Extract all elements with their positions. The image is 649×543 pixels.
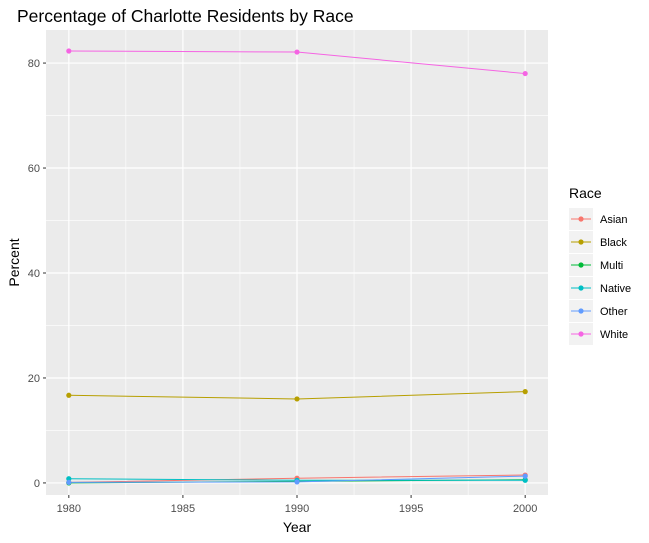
data-point-black-2000 — [522, 389, 528, 395]
legend: Race Asian Black Multi Native Other White — [569, 185, 631, 345]
y-tick-label: 20 — [28, 373, 40, 385]
data-point-other-2000 — [522, 473, 528, 479]
data-point-black-1980 — [66, 392, 72, 398]
x-axis: 1980 1985 1990 1995 2000 — [57, 495, 537, 515]
legend-key-point-black — [578, 239, 584, 245]
x-tick-label: 2000 — [513, 503, 537, 515]
legend-title: Race — [569, 185, 602, 201]
legend-key-point-multi — [578, 262, 584, 268]
chart-title: Percentage of Charlotte Residents by Rac… — [17, 6, 354, 26]
legend-key-point-asian — [578, 216, 584, 222]
legend-label-other: Other — [600, 306, 628, 318]
y-axis: 0 20 40 60 80 — [28, 58, 46, 490]
data-point-native-1980 — [66, 476, 72, 482]
data-point-white-2000 — [522, 70, 528, 77]
data-point-black-1990 — [294, 396, 300, 402]
y-tick-label: 40 — [28, 268, 40, 280]
data-point-native-2000 — [522, 477, 528, 483]
legend-item-black: Black — [569, 231, 627, 253]
x-tick-label: 1990 — [285, 503, 309, 515]
legend-item-white: White — [569, 323, 628, 345]
legend-item-native: Native — [569, 277, 631, 299]
data-point-other-1980 — [66, 479, 72, 486]
y-tick-label: 80 — [28, 58, 40, 70]
legend-label-black: Black — [600, 237, 627, 249]
legend-label-white: White — [600, 329, 628, 341]
legend-label-native: Native — [600, 283, 631, 295]
x-tick-label: 1980 — [57, 503, 81, 515]
x-axis-title: Year — [283, 519, 312, 535]
legend-item-multi: Multi — [569, 254, 623, 276]
data-point-white-1990 — [294, 49, 300, 55]
data-point-other-1990 — [294, 479, 300, 485]
legend-item-other: Other — [569, 300, 628, 322]
x-tick-label: 1985 — [171, 503, 195, 515]
legend-key-point-native — [578, 285, 584, 291]
legend-label-multi: Multi — [600, 260, 623, 272]
legend-key-point-other — [578, 308, 584, 314]
y-tick-label: 0 — [34, 478, 40, 490]
legend-item-asian: Asian — [569, 208, 628, 230]
x-tick-label: 1995 — [399, 503, 423, 515]
legend-key-point-white — [578, 331, 584, 337]
y-axis-title: Percent — [6, 238, 22, 286]
data-point-white-1980 — [66, 48, 72, 54]
legend-label-asian: Asian — [600, 214, 628, 226]
y-tick-label: 60 — [28, 163, 40, 175]
series-points — [66, 48, 528, 486]
